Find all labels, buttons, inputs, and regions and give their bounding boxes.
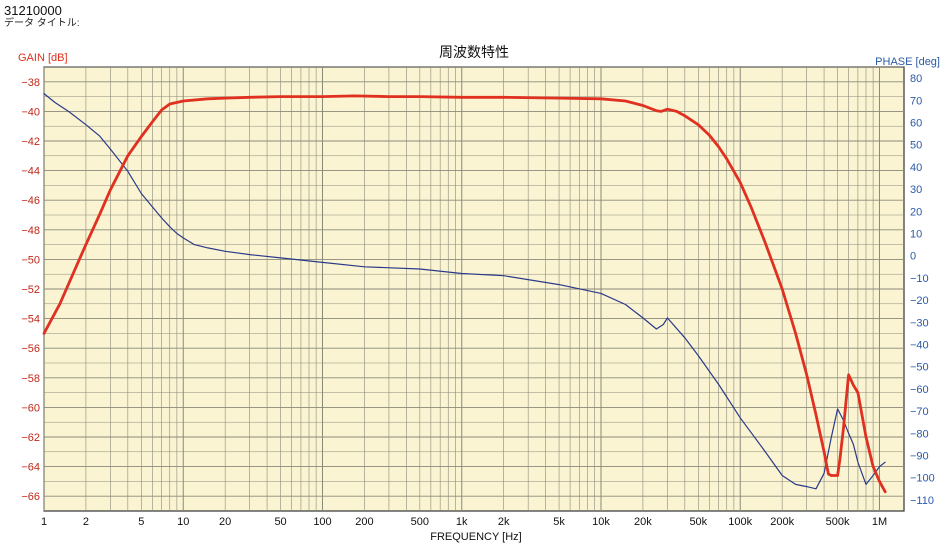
gain-tick-label: −52 <box>21 284 40 296</box>
gain-tick-label: −48 <box>21 225 40 237</box>
frequency-axis-label: FREQUENCY [Hz] <box>430 531 521 543</box>
gain-tick-label: −38 <box>21 77 40 89</box>
phase-tick-label: 70 <box>910 95 922 107</box>
x-tick-label: 1k <box>456 516 468 528</box>
phase-tick-label: −60 <box>910 384 929 396</box>
gain-tick-label: −66 <box>21 491 40 503</box>
phase-tick-label: −70 <box>910 406 929 418</box>
phase-axis-label: PHASE [deg] <box>875 56 940 68</box>
gain-tick-labels: −38 −40 −42 −44 −46 −48 −50 −52 −54 −56 −58 −60 −62 −… <box>21 77 40 503</box>
phase-tick-labels: 80 70 60 50 40 30 20 10 0 −10 −20 −30 −40 −50 −60 −70 −8… <box>910 73 935 507</box>
phase-tick-label: 60 <box>910 118 922 130</box>
x-tick-label: 200k <box>770 516 794 528</box>
phase-tick-label: −40 <box>910 340 929 352</box>
series-lines <box>42 92 887 494</box>
phase-tick-label: −80 <box>910 428 929 440</box>
gain-series-line <box>42 94 887 494</box>
phase-tick-label: −10 <box>910 273 929 285</box>
x-tick-label: 500 <box>411 516 429 528</box>
chart-title: 周波数特性 <box>439 45 509 61</box>
gain-tick-label: −56 <box>21 343 40 355</box>
data-title-label: データ タイトル: <box>4 18 80 29</box>
header: 31210000 データ タイトル: <box>4 3 80 30</box>
x-tick-label: 100k <box>728 516 752 528</box>
phase-tick-label: 40 <box>910 162 922 174</box>
x-tick-label: 10k <box>592 516 610 528</box>
phase-tick-label: 20 <box>910 206 922 218</box>
phase-tick-label: −20 <box>910 295 929 307</box>
x-tick-label: 5 <box>138 516 144 528</box>
gain-tick-label: −60 <box>21 402 40 414</box>
gain-tick-label: −46 <box>21 195 40 207</box>
x-tick-label: 100 <box>313 516 331 528</box>
x-tick-label: 2k <box>498 516 510 528</box>
gain-tick-label: −54 <box>21 314 40 326</box>
x-tick-label: 5k <box>553 516 565 528</box>
gain-tick-label: −44 <box>21 166 40 178</box>
phase-tick-label: 80 <box>910 73 922 85</box>
x-tick-labels: 1 2 5 10 20 50 100 200 500 1k 2k 5k 10k 20k 50k 100k 200… <box>41 516 887 528</box>
x-tick-label: 200 <box>355 516 373 528</box>
phase-tick-label: −100 <box>910 473 935 485</box>
gain-tick-label: −40 <box>21 106 40 118</box>
phase-series-line <box>43 92 886 490</box>
phase-tick-label: 0 <box>910 251 916 263</box>
phase-tick-label: −90 <box>910 451 929 463</box>
phase-tick-label: −30 <box>910 317 929 329</box>
phase-tick-label: −50 <box>910 362 929 374</box>
phase-tick-label: −110 <box>910 495 934 507</box>
x-tick-label: 1M <box>872 516 887 528</box>
x-tick-label: 50k <box>689 516 707 528</box>
x-tick-label: 2 <box>83 516 89 528</box>
x-tick-label: 500k <box>826 516 850 528</box>
x-tick-label: 50 <box>274 516 286 528</box>
x-tick-label: 1 <box>41 516 47 528</box>
phase-tick-label: 10 <box>910 229 922 241</box>
x-tick-label: 20k <box>634 516 652 528</box>
x-tick-label: 20 <box>219 516 231 528</box>
phase-tick-label: 30 <box>910 184 922 196</box>
x-tick-label: 10 <box>177 516 189 528</box>
gain-tick-label: −64 <box>21 462 40 474</box>
gain-tick-label: −58 <box>21 373 40 385</box>
gain-axis-label: GAIN [dB] <box>18 52 68 64</box>
gain-tick-label: −62 <box>21 432 40 444</box>
document-id: 31210000 <box>4 3 62 18</box>
gain-tick-label: −50 <box>21 254 40 266</box>
gain-tick-label: −42 <box>21 136 40 148</box>
grid <box>43 66 904 511</box>
phase-tick-label: 50 <box>910 140 922 152</box>
